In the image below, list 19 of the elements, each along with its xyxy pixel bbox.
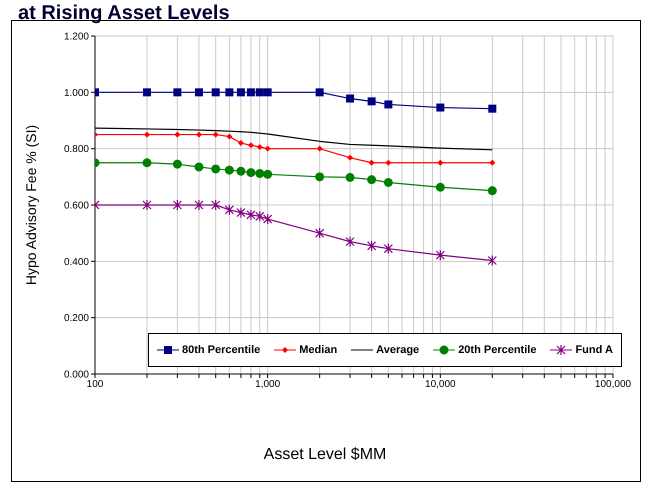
y-axis-title: Hypo Advisory Fee % (SI) xyxy=(22,124,39,286)
y-tick-label: 0.200 xyxy=(64,313,90,324)
y-tick-label: 0.400 xyxy=(64,256,90,268)
x-tick-label: 100 xyxy=(86,379,104,390)
y-tick-label: 0.800 xyxy=(64,144,90,156)
x-tick-label: 100,000 xyxy=(594,379,632,390)
y-tick-label: 0.000 xyxy=(64,370,90,381)
legend-label: Average xyxy=(375,344,420,356)
y-tick-label: 1.200 xyxy=(64,32,90,43)
y-tick-label: 0.600 xyxy=(64,200,90,212)
legend-label: 20th Percentile xyxy=(457,344,536,356)
x-tick-label: 10,000 xyxy=(425,379,456,390)
x-tick-label: 1,000 xyxy=(255,379,281,390)
y-tick-label: 1.000 xyxy=(64,88,90,99)
legend-label: Median xyxy=(298,344,338,356)
x-axis-title: Asset Level $MM xyxy=(262,446,388,464)
legend-label: Fund A xyxy=(574,344,613,356)
chart-title: at Rising Asset Levels xyxy=(18,2,230,25)
legend-label: 80th Percentile xyxy=(181,344,260,356)
